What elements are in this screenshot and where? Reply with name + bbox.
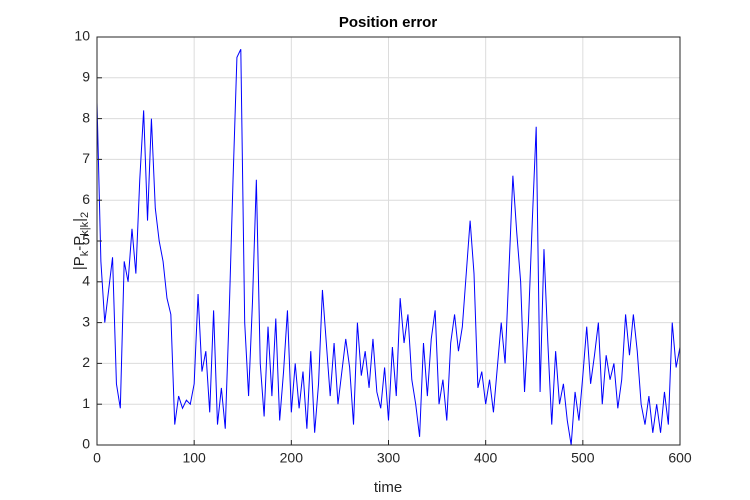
y-axis-label-part: |P xyxy=(71,256,88,270)
y-axis-label: |Pk-Pk|k|2 xyxy=(71,212,91,270)
y-tick-label: 2 xyxy=(82,354,90,370)
y-tick-label: 0 xyxy=(82,436,90,452)
y-tick-label: 1 xyxy=(82,395,90,411)
y-tick-label: 5 xyxy=(82,232,90,248)
y-tick-label: 3 xyxy=(82,313,90,329)
grid xyxy=(96,36,681,446)
x-tick-label: 400 xyxy=(474,450,498,466)
y-axis-label-part: -P xyxy=(71,236,88,251)
y-axis-label-part: k xyxy=(79,250,91,256)
x-axis-label: time xyxy=(374,479,402,496)
y-tick-label: 9 xyxy=(82,69,90,85)
plot xyxy=(96,49,681,446)
y-tick-label: 7 xyxy=(82,150,90,166)
y-axis-label-part: | xyxy=(71,218,88,222)
y-tick-label: 4 xyxy=(82,273,90,289)
y-tick-label: 8 xyxy=(82,109,90,125)
y-axis-label-part: k|k xyxy=(79,221,91,235)
y-tick-label: 10 xyxy=(74,28,90,44)
y-tick-label: 6 xyxy=(82,191,90,207)
y-axis-label-part: 2 xyxy=(79,212,91,218)
x-tick-label: 200 xyxy=(280,450,304,466)
chart-title: Position error xyxy=(339,14,438,31)
axes-box xyxy=(96,36,681,446)
x-tick-label: 500 xyxy=(571,450,595,466)
x-tick-label: 0 xyxy=(93,450,101,466)
x-tick-label: 300 xyxy=(377,450,401,466)
x-tick-label: 100 xyxy=(182,450,206,466)
data-line xyxy=(96,49,681,446)
x-tick-label: 600 xyxy=(668,450,692,466)
